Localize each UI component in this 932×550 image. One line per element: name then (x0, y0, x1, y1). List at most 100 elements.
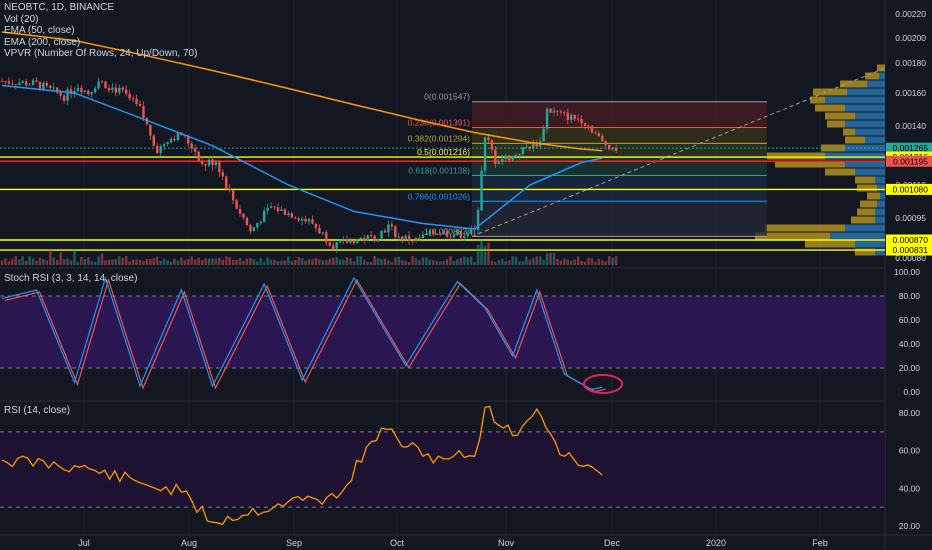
candle-body (435, 233, 438, 235)
volume-bar (539, 256, 542, 265)
volume-bar (18, 259, 21, 265)
volume-bar (428, 259, 431, 265)
candle-body (283, 209, 287, 215)
candle-body (576, 118, 580, 120)
volume-bar (545, 253, 549, 265)
candle-body (200, 160, 204, 165)
volume-bar (256, 261, 259, 265)
volume-bar (504, 261, 507, 265)
volume-bar (269, 260, 273, 265)
volume-bar (345, 257, 349, 265)
fib-zone (472, 127, 767, 144)
volume-bar (252, 259, 256, 265)
candle-body (197, 151, 200, 161)
volume-bar (235, 259, 238, 265)
volume-bar (287, 256, 290, 265)
candle-body (125, 89, 128, 94)
indicator-vol[interactable]: Vol (20) (4, 13, 39, 25)
price-tag-label: 0.000831 (893, 245, 929, 255)
vpvr-bar-up (877, 184, 885, 192)
candle-body (14, 84, 17, 86)
volume-bar (169, 261, 173, 265)
vpvr-bar-down (851, 216, 875, 224)
symbol-title[interactable]: NEOBTC, 1D, BINANCE (4, 2, 115, 13)
indicator-vpvr[interactable]: VPVR (Number Of Rows, 24, Up/Down, 70) (4, 48, 198, 59)
candle-body (169, 138, 173, 143)
volume-bar (507, 260, 511, 265)
candle-body (263, 210, 266, 222)
volume-bar (476, 244, 480, 265)
candle-body (66, 89, 69, 101)
volume-bar (459, 258, 463, 265)
volume-bar (93, 261, 97, 265)
vpvr-bar-up (825, 96, 885, 104)
candle-body (269, 206, 273, 209)
candle-body (38, 81, 42, 90)
stoch-rsi-title[interactable]: Stoch RSI (3, 3, 14, 14, close) (4, 273, 138, 284)
ema200-line (1, 31, 603, 152)
fib-level-label: 0(0.001547) (424, 92, 470, 102)
vpvr-bar-down (840, 80, 867, 88)
indicator-ema200[interactable]: EMA (200, close) (4, 36, 81, 48)
volume-bar (449, 256, 452, 265)
candle-body (62, 95, 66, 101)
volume-bar (570, 260, 573, 265)
candle-body (307, 219, 311, 222)
volume-bar (59, 252, 62, 265)
volume-bar (290, 261, 293, 265)
candle-body (570, 115, 573, 121)
candle-body (614, 147, 618, 151)
price-tag-label: 0.001195 (893, 156, 928, 166)
volume-bar (470, 256, 473, 265)
volume-bar (87, 257, 90, 265)
candle-body (611, 147, 614, 150)
candle-body (518, 154, 521, 156)
volume-bar (352, 261, 356, 265)
vpvr-bar-up (855, 168, 885, 176)
candle-body (369, 235, 373, 237)
candle-body (459, 230, 463, 238)
volume-bar (273, 259, 276, 265)
indicator-ema50[interactable]: EMA (50, close) (4, 25, 75, 36)
candle-body (580, 119, 583, 124)
candle-body (287, 213, 290, 215)
volume-bar (207, 258, 211, 265)
candle-body (107, 88, 111, 91)
candle-body (273, 206, 276, 208)
candle-body (418, 237, 421, 239)
volume-bar (549, 253, 552, 265)
volume-bar (249, 258, 252, 265)
candle-body (466, 234, 469, 237)
volume-bar (404, 260, 407, 265)
candle-body (145, 118, 149, 125)
volume-bar (421, 257, 425, 265)
ema50-line (1, 84, 603, 230)
candle-body (549, 108, 552, 113)
volume-bar (263, 261, 266, 265)
volume-bar (597, 258, 601, 265)
candle-body (442, 231, 445, 235)
volume-bar (363, 259, 366, 265)
candle-body (328, 242, 331, 246)
volume-bar (218, 257, 221, 265)
candle-body (425, 234, 428, 236)
volume-bar (38, 257, 42, 265)
volume-bar (66, 258, 69, 265)
volume-bar (573, 259, 576, 265)
candle-body (332, 245, 335, 249)
volume-bar (332, 257, 335, 265)
volume-bar (359, 256, 362, 265)
candle-body (504, 155, 507, 160)
time-axis-label: Feb (812, 538, 828, 548)
candle-body (7, 81, 11, 84)
volume-bar (197, 257, 200, 265)
vpvr-bar-down (857, 184, 877, 192)
candle-body (563, 111, 566, 113)
rsi-title[interactable]: RSI (14, close) (4, 405, 71, 416)
candle-body (18, 82, 21, 86)
price-tag-label: 0.001080 (893, 184, 929, 194)
vpvr-bar-down (805, 240, 855, 248)
candle-body (597, 133, 601, 137)
